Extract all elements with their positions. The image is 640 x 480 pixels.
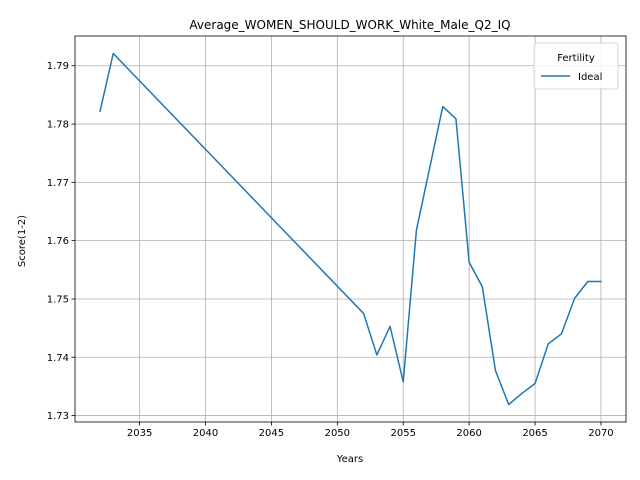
legend-entry-ideal: Ideal bbox=[578, 72, 602, 83]
x-tick-label: 2045 bbox=[259, 428, 284, 439]
x-tick-label: 2060 bbox=[456, 428, 481, 439]
y-tick-label: 1.76 bbox=[47, 236, 69, 247]
y-axis-label: Score(1-2) bbox=[17, 215, 28, 267]
x-tick-label: 2055 bbox=[391, 428, 416, 439]
ticks: 2035 2040 2045 2050 2055 2060 2065 2070 1.73 1.74… bbox=[47, 61, 614, 439]
legend-box bbox=[533, 42, 619, 90]
y-tick-label: 1.77 bbox=[47, 178, 69, 189]
series-layer bbox=[99, 52, 602, 406]
x-axis-label: Years bbox=[336, 454, 363, 465]
chart-title: Average_WOMEN_SHOULD_WORK_White_Male_Q2_… bbox=[189, 18, 510, 32]
legend: Fertility Ideal bbox=[533, 42, 619, 90]
plot-area-frame bbox=[74, 35, 627, 423]
y-tick-label: 1.74 bbox=[47, 353, 69, 364]
x-tick-label: 2035 bbox=[127, 428, 152, 439]
y-tick-label: 1.73 bbox=[47, 411, 69, 422]
x-tick-label: 2065 bbox=[522, 428, 547, 439]
x-tick-label: 2050 bbox=[325, 428, 350, 439]
y-tick-label: 1.78 bbox=[47, 120, 69, 131]
x-tick-label: 2040 bbox=[193, 428, 218, 439]
y-tick-label: 1.79 bbox=[47, 61, 69, 72]
series-line-ideal bbox=[99, 52, 602, 406]
legend-title: Fertility bbox=[557, 53, 595, 64]
x-tick-label: 2070 bbox=[588, 428, 613, 439]
y-tick-label: 1.75 bbox=[47, 294, 69, 305]
